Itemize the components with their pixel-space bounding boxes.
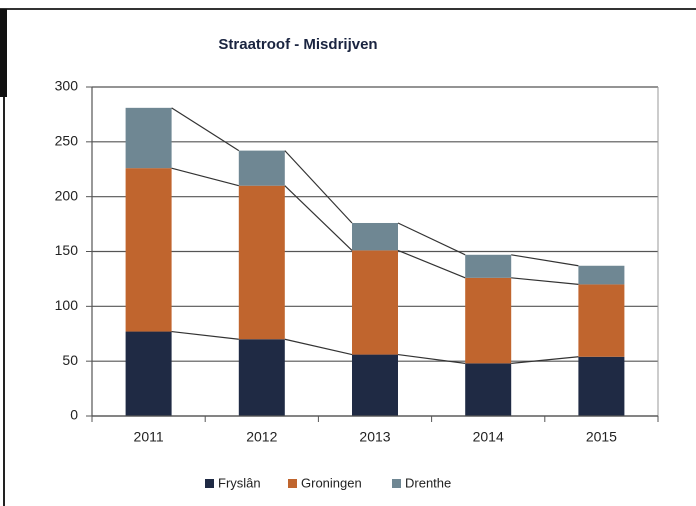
y-tick-label: 250 xyxy=(55,133,79,149)
y-tick-label: 150 xyxy=(55,242,79,258)
series-connector xyxy=(397,249,466,279)
legend-label: Drenthe xyxy=(405,475,451,490)
y-tick-label: 50 xyxy=(62,352,78,368)
series-connector xyxy=(397,222,466,256)
x-tick-label: 2014 xyxy=(473,429,504,445)
bar-segment xyxy=(125,107,172,169)
legend-label: Fryslân xyxy=(218,475,261,490)
series-connector xyxy=(284,185,353,251)
series-connector xyxy=(511,356,579,364)
x-tick-label: 2013 xyxy=(359,429,390,445)
bar-segment xyxy=(352,250,398,355)
bar-segment xyxy=(578,284,625,357)
legend-label: Groningen xyxy=(301,475,362,490)
series-connector xyxy=(171,167,239,187)
series-connector xyxy=(171,330,239,340)
bar-segment xyxy=(125,168,172,332)
bar-segment xyxy=(465,277,512,364)
x-tick-label: 2011 xyxy=(134,429,164,445)
bar-segment xyxy=(465,254,512,278)
series-connector xyxy=(284,150,353,224)
bar-segment xyxy=(578,356,625,416)
legend-swatch xyxy=(288,479,297,488)
bar-segment xyxy=(465,363,512,416)
series-connector xyxy=(171,107,240,152)
y-tick-label: 0 xyxy=(70,407,78,423)
legend-swatch xyxy=(205,479,214,488)
bar-segment xyxy=(352,354,398,416)
series-connector xyxy=(284,338,353,356)
legend-swatch xyxy=(392,479,401,488)
bar-segment xyxy=(238,185,285,340)
y-tick-label: 200 xyxy=(55,187,79,203)
bar-segment xyxy=(238,339,285,416)
chart-title: Straatroof - Misdrijven xyxy=(218,36,377,53)
y-tick-label: 300 xyxy=(55,78,79,94)
bar-segment xyxy=(578,265,625,285)
x-tick-label: 2015 xyxy=(586,429,617,445)
series-connector xyxy=(511,277,579,285)
frame-left-block xyxy=(0,9,7,97)
bar-segment xyxy=(125,331,172,416)
x-tick-label: 2012 xyxy=(246,429,277,445)
series-connector xyxy=(397,353,466,364)
series-connector xyxy=(511,254,579,267)
bar-segment xyxy=(238,150,285,186)
bar-segment xyxy=(352,222,398,251)
y-tick-label: 100 xyxy=(55,297,79,313)
